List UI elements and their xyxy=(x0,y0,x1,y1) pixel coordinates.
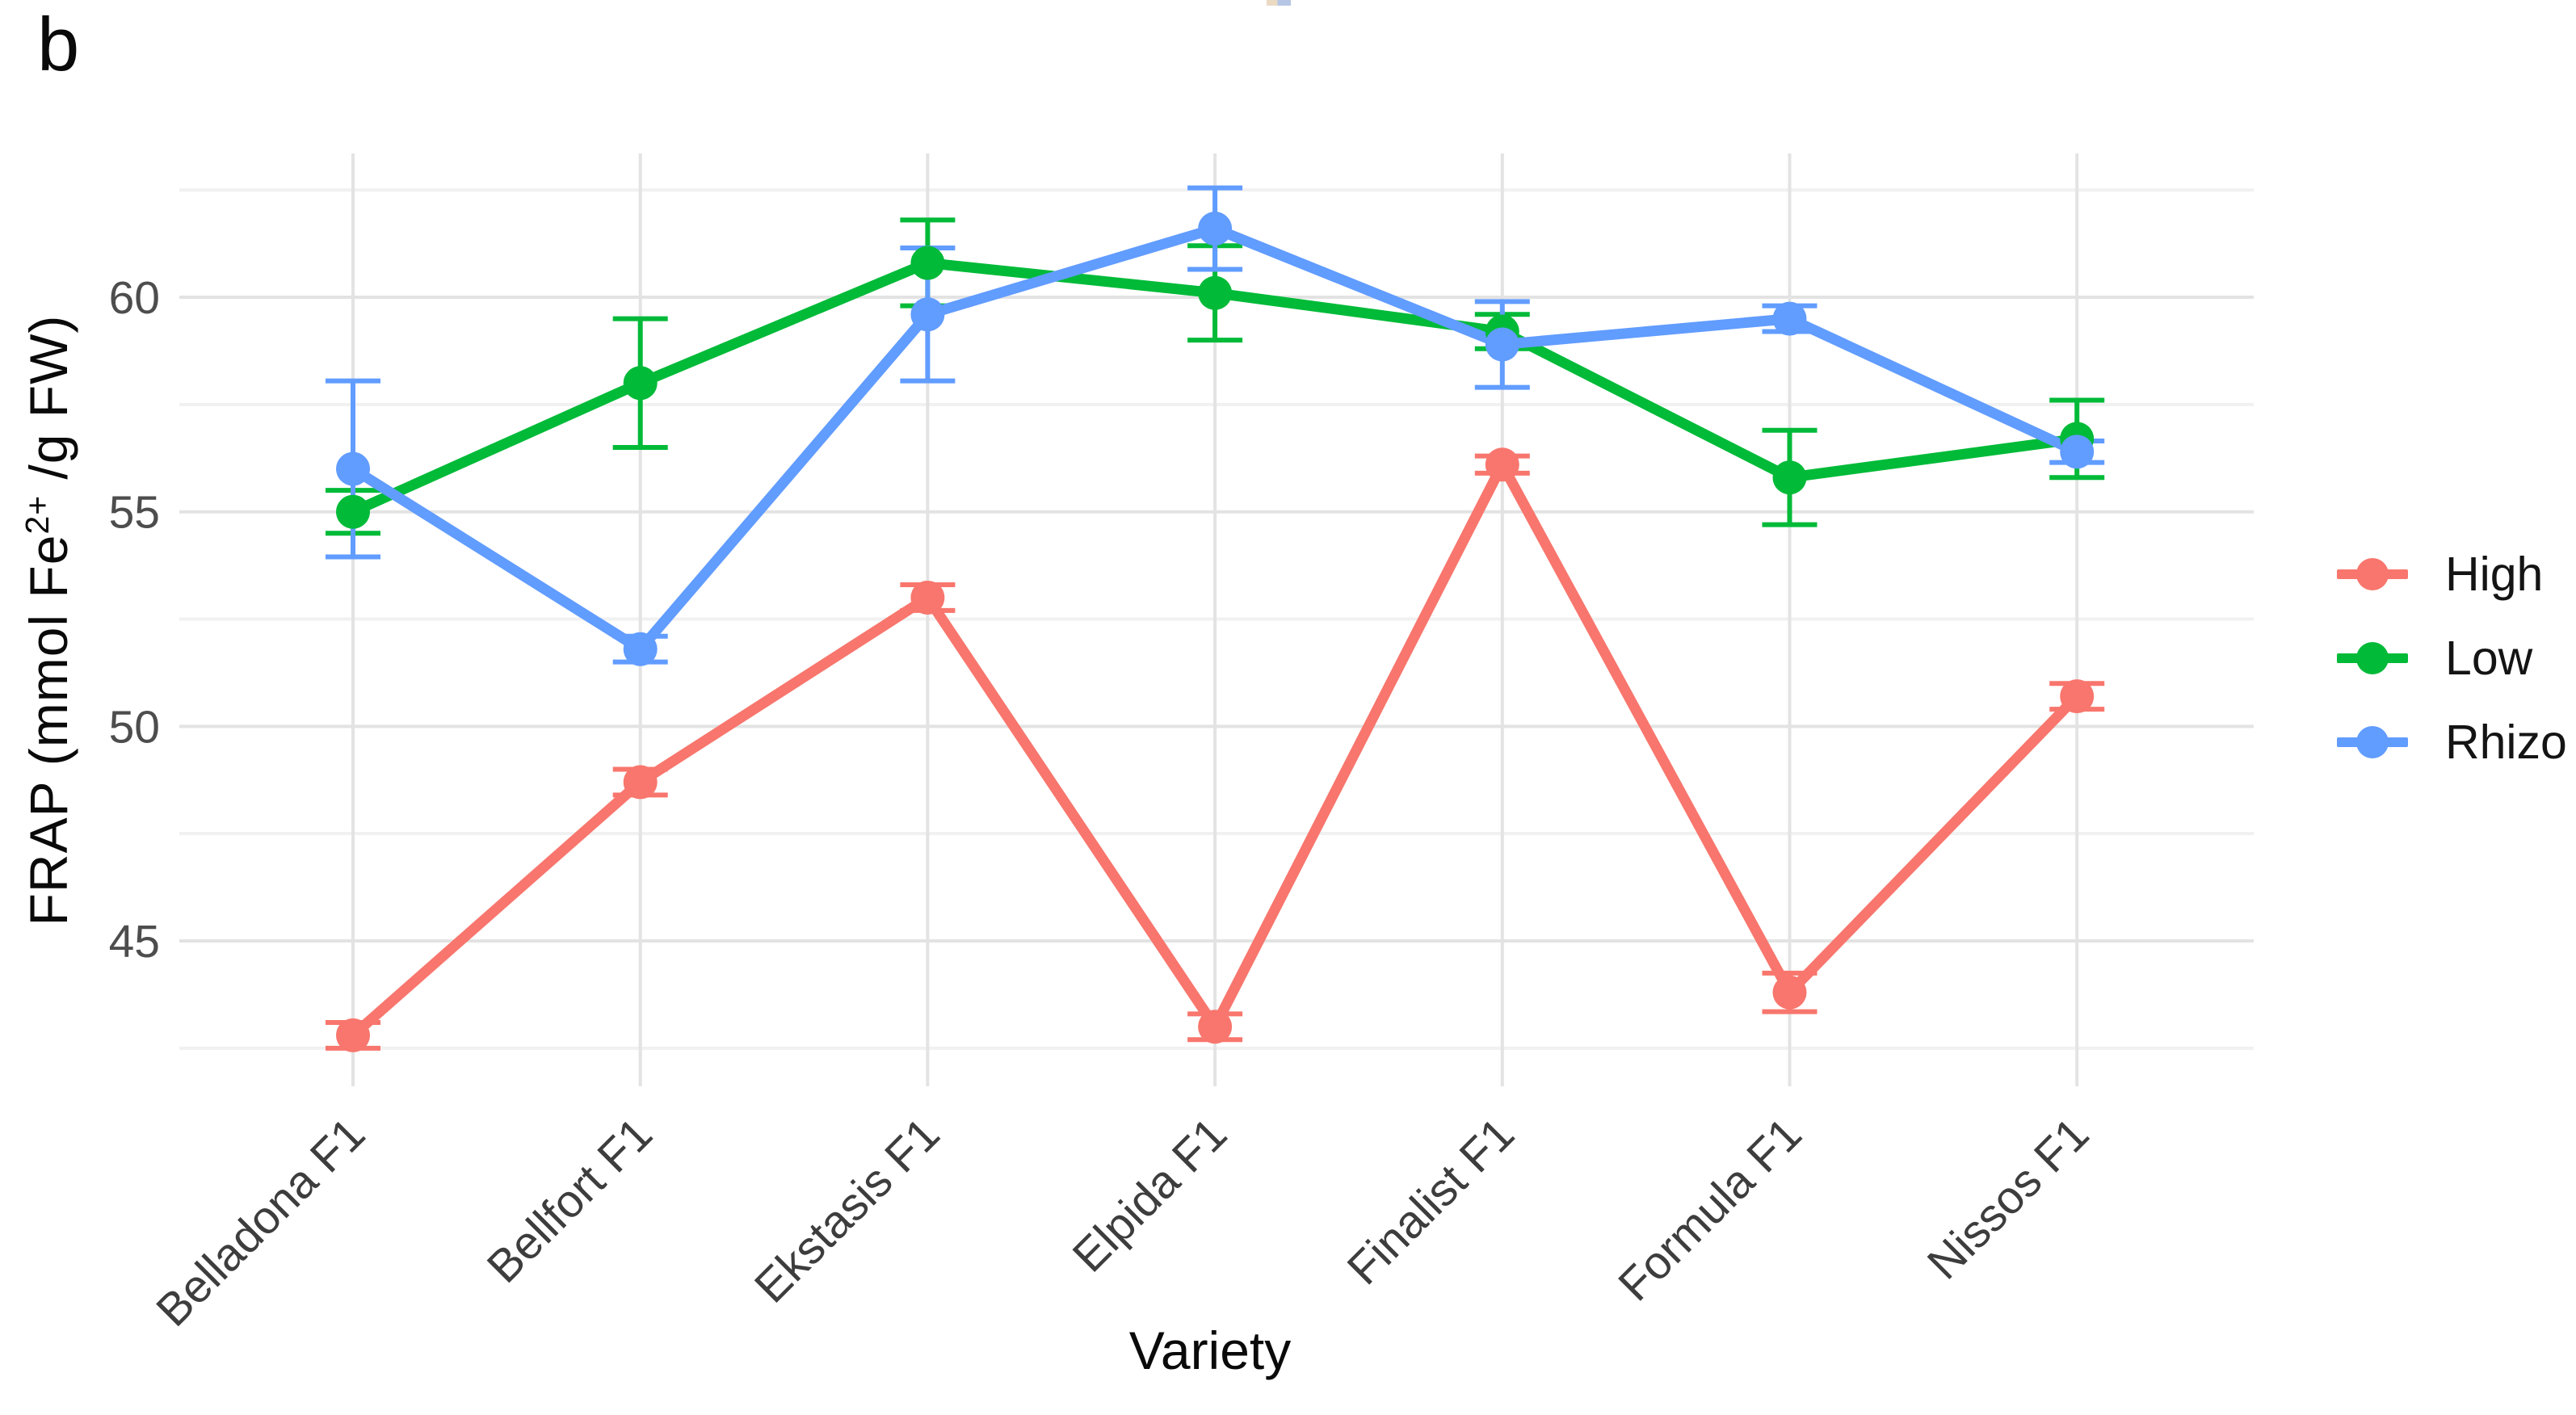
y-axis-title-text: FRAP (mmol Fe xyxy=(19,534,78,926)
data-point-low xyxy=(336,494,370,529)
legend-label: High xyxy=(2445,547,2544,601)
data-point-rhizo xyxy=(1772,301,1807,336)
y-tick-label: 45 xyxy=(109,916,160,968)
data-point-low xyxy=(1772,460,1807,495)
legend-key-dot xyxy=(2356,642,2389,674)
x-tick-label: Nissos F1 xyxy=(1918,1108,2099,1289)
y-axis-title-suffix: /g FW) xyxy=(19,314,78,495)
y-tick-label: 60 xyxy=(109,272,160,324)
legend: High Low Rhizo xyxy=(2337,532,2567,784)
x-tick-label: Belladona F1 xyxy=(146,1108,375,1337)
legend-item-low: Low xyxy=(2337,616,2567,700)
crop-artifact xyxy=(1267,0,1291,6)
legend-item-rhizo: Rhizo xyxy=(2337,700,2567,784)
data-point-high xyxy=(623,765,658,800)
legend-label: Rhizo xyxy=(2445,715,2567,769)
legend-label: Low xyxy=(2445,631,2533,685)
data-point-low xyxy=(623,366,658,401)
y-axis-title: FRAP (mmol Fe2+ /g FW) xyxy=(18,315,79,926)
data-point-high xyxy=(1485,447,1519,482)
x-axis-title: Variety xyxy=(1128,1321,1292,1380)
y-tick-label: 55 xyxy=(109,487,160,539)
legend-key-dot xyxy=(2356,726,2389,758)
y-tick-label: 50 xyxy=(109,701,160,753)
data-point-rhizo xyxy=(336,451,370,486)
data-point-rhizo xyxy=(910,297,945,332)
data-point-low xyxy=(1198,275,1233,310)
x-tick-label: Formula F1 xyxy=(1608,1108,1811,1311)
data-point-rhizo xyxy=(1485,327,1519,362)
legend-key-icon xyxy=(2337,556,2408,593)
data-point-high xyxy=(910,580,945,615)
x-tick-label: Bellfort F1 xyxy=(477,1108,662,1293)
x-tick-label: Elpida F1 xyxy=(1063,1108,1238,1283)
data-point-high xyxy=(1198,1010,1233,1044)
legend-key-icon xyxy=(2337,640,2408,677)
panel-label: b xyxy=(37,2,80,86)
x-tick-label: Finalist F1 xyxy=(1338,1108,1524,1295)
legend-key-icon xyxy=(2337,724,2408,761)
data-point-rhizo xyxy=(623,632,658,666)
data-point-rhizo xyxy=(2060,435,2095,469)
data-point-low xyxy=(910,246,945,280)
data-point-high xyxy=(1772,975,1807,1010)
y-axis-title-superscript: 2+ xyxy=(19,494,56,535)
legend-key-dot xyxy=(2356,558,2389,590)
data-point-rhizo xyxy=(1198,212,1233,246)
data-point-high xyxy=(336,1018,370,1052)
x-tick-label: Ekstasis F1 xyxy=(745,1108,950,1313)
legend-item-high: High xyxy=(2337,532,2567,616)
data-point-high xyxy=(2060,679,2095,714)
